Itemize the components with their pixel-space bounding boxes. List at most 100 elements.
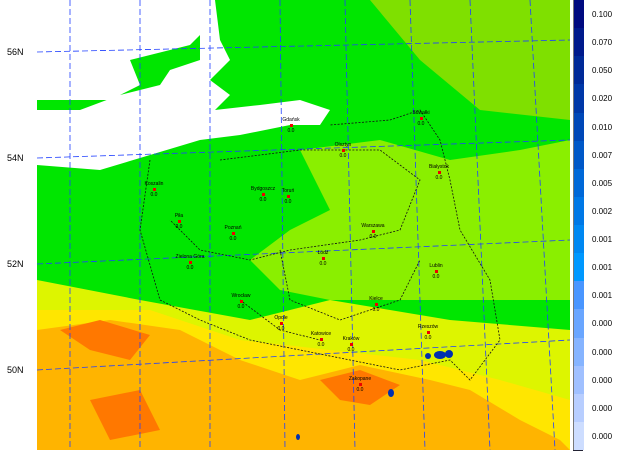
city-dot bbox=[341, 149, 345, 152]
higher-zone bbox=[37, 320, 570, 450]
lat-label: 56N bbox=[7, 47, 24, 57]
city-dot bbox=[434, 270, 438, 273]
legend-swatch bbox=[573, 421, 584, 450]
city-marker: Suwałki 0.0 bbox=[396, 110, 446, 127]
city-value: 0.0 bbox=[229, 236, 237, 242]
city-marker: Piła 0.0 bbox=[154, 213, 204, 230]
city-name: Gdańsk bbox=[282, 117, 300, 123]
legend-label: 0.000 bbox=[592, 319, 613, 329]
city-name: Poznań bbox=[224, 225, 242, 231]
mid-zone-2 bbox=[370, 0, 570, 120]
city-name: Bydgoszcz bbox=[250, 186, 276, 192]
legend-label: 0.005 bbox=[592, 178, 613, 188]
precip-cells bbox=[296, 350, 453, 440]
legend-label: 0.000 bbox=[592, 403, 613, 413]
lat-label: 54N bbox=[7, 153, 24, 163]
city-value: 0.0 bbox=[150, 192, 158, 198]
legend-label: 0.001 bbox=[592, 235, 613, 244]
legend-label: 0.002 bbox=[592, 206, 613, 216]
city-marker: Bydgoszcz 0.0 bbox=[238, 186, 288, 203]
legend-swatch bbox=[573, 84, 584, 113]
city-value: 0.0 bbox=[339, 153, 347, 159]
legend-swatch bbox=[573, 168, 584, 197]
city-name: Opole bbox=[274, 315, 288, 321]
city-value: 0.0 bbox=[277, 326, 285, 332]
city-marker: Kielce 0.0 bbox=[351, 296, 401, 313]
city-dot bbox=[321, 257, 325, 260]
city-dot bbox=[286, 195, 290, 198]
city-name: Suwałki bbox=[412, 110, 430, 116]
city-marker: Koszalin 0.0 bbox=[129, 181, 179, 198]
legend-swatch bbox=[573, 196, 584, 225]
city-name: Koszalin bbox=[144, 181, 164, 187]
legend-label: 0.000 bbox=[592, 375, 613, 385]
legend-label: 0.100 bbox=[592, 10, 613, 19]
city-value: 0.0 bbox=[175, 224, 183, 230]
city-value: 0.0 bbox=[317, 342, 325, 348]
legend-label: 0.020 bbox=[592, 94, 613, 104]
legend-label: 0.000 bbox=[592, 431, 613, 441]
city-name: Białystok bbox=[428, 164, 449, 170]
city-marker: Toruń 0.0 bbox=[263, 188, 313, 205]
city-value: 0.0 bbox=[435, 175, 443, 181]
city-dot bbox=[349, 343, 353, 346]
legend-swatch bbox=[573, 112, 584, 141]
borders bbox=[139, 109, 501, 381]
color-legend: 0.100 0.070 0.050 0.020 0.010 0.007 0.005 0.002… bbox=[573, 0, 629, 451]
city-marker: Gdańsk 0.0 bbox=[266, 117, 316, 134]
city-marker: Katowice 0.0 bbox=[296, 331, 346, 348]
city-value: 0.0 bbox=[369, 234, 377, 240]
city-marker: Warszawa 0.0 bbox=[348, 223, 398, 240]
city-dot bbox=[152, 188, 156, 191]
city-marker: Olsztyn 0.0 bbox=[318, 142, 368, 159]
city-value: 0.0 bbox=[372, 307, 380, 313]
legend-label: 0.007 bbox=[592, 150, 613, 160]
legend-swatch bbox=[573, 28, 584, 57]
city-dot bbox=[319, 338, 323, 341]
city-value: 0.0 bbox=[347, 347, 355, 353]
city-value: 0.0 bbox=[417, 121, 425, 127]
lat-label: 52N bbox=[7, 259, 24, 269]
city-dot bbox=[426, 331, 430, 334]
legend-swatch bbox=[573, 365, 584, 394]
city-name: Kielce bbox=[369, 296, 383, 302]
city-name: Warszawa bbox=[361, 223, 385, 229]
legend-swatch bbox=[573, 281, 584, 310]
legend-label: 0.001 bbox=[592, 291, 613, 301]
city-dot bbox=[279, 322, 283, 325]
city-marker: Wrocław 0.0 bbox=[216, 293, 266, 310]
city-value: 0.0 bbox=[259, 197, 267, 203]
legend-label: 0.050 bbox=[592, 66, 613, 76]
legend-label: 0.070 bbox=[592, 38, 613, 48]
peak-zone bbox=[60, 320, 400, 440]
city-name: Wrocław bbox=[231, 293, 251, 299]
city-value: 0.0 bbox=[319, 261, 327, 267]
city-value: 0.0 bbox=[186, 265, 194, 271]
city-value: 0.0 bbox=[424, 335, 432, 341]
city-dot bbox=[239, 300, 243, 303]
city-dot bbox=[177, 220, 181, 223]
city-marker: Białystok 0.0 bbox=[414, 164, 464, 181]
precipitation-map bbox=[36, 0, 570, 450]
city-dot bbox=[374, 303, 378, 306]
city-name: Zakopane bbox=[348, 376, 372, 382]
legend-label: 0.001 bbox=[592, 263, 613, 273]
city-marker: Rzeszów 0.0 bbox=[403, 324, 453, 341]
legend-swatch bbox=[573, 140, 584, 169]
legend-label: 0.010 bbox=[592, 122, 613, 132]
legend-label: 0.000 bbox=[592, 347, 613, 357]
city-name: Lublin bbox=[429, 263, 443, 269]
city-value: 0.0 bbox=[356, 387, 364, 393]
city-marker: Łódź 0.0 bbox=[298, 250, 348, 267]
city-name: Łódź bbox=[317, 250, 329, 256]
city-marker: Poznań 0.0 bbox=[208, 225, 258, 242]
city-dot bbox=[371, 230, 375, 233]
mid-zone bbox=[250, 140, 570, 300]
city-name: Piła bbox=[174, 213, 184, 219]
city-marker: Kraków 0.0 bbox=[326, 336, 376, 353]
city-marker: Lublin 0.0 bbox=[411, 263, 461, 280]
city-dot bbox=[437, 171, 441, 174]
lat-label: 50N bbox=[7, 365, 24, 375]
legend-swatch bbox=[573, 309, 584, 338]
city-name: Kraków bbox=[342, 336, 360, 342]
